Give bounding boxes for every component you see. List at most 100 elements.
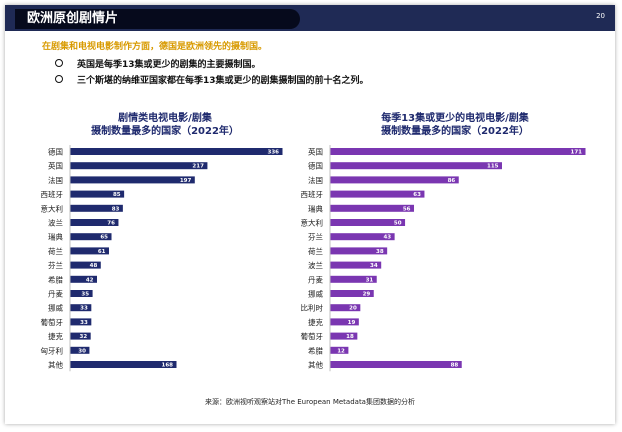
left-category-label: 德国 <box>48 147 63 157</box>
right-category-label: 瑞典 <box>308 203 323 213</box>
right-category-label: 丹麦 <box>308 274 323 284</box>
left-bar-value-label: 61 <box>98 249 106 255</box>
left-bar-value-label: 197 <box>180 178 192 184</box>
right-bar <box>330 204 415 212</box>
bullet-item: 英国是每季13集或更少的剧集的主要摄制国。 <box>55 57 261 70</box>
left-category-label: 丹麦 <box>48 289 63 299</box>
left-bar-value-label: 32 <box>80 334 88 340</box>
left-bar <box>70 346 90 354</box>
left-category-label: 希腊 <box>48 274 63 284</box>
left-category-label: 荷兰 <box>48 246 63 256</box>
right-bar-value-label: 56 <box>403 206 411 212</box>
left-bar <box>70 304 92 312</box>
right-bar-value-label: 63 <box>413 192 421 198</box>
bullet-text: 英国是每季13集或更少的剧集的主要摄制国。 <box>77 60 261 70</box>
left-category-label: 匈牙利 <box>41 345 64 355</box>
left-chart-title-line1: 剧情类电视电影/剧集 <box>118 113 212 124</box>
left-bar <box>70 148 283 155</box>
right-chart-title-line1: 每季13集或更少的电视电影/剧集 <box>381 113 529 124</box>
right-category-label: 捷克 <box>308 317 323 327</box>
right-bar <box>330 247 388 255</box>
right-bar-value-label: 20 <box>349 306 357 312</box>
left-bar-value-label: 35 <box>81 292 89 298</box>
bullet-text: 三个斯堪的纳维亚国家都在每季13集或更少的剧集摄制国的前十名之列。 <box>77 76 369 86</box>
left-category-label: 捷克 <box>48 331 63 341</box>
lead-text: 在剧集和电视电影制作方面，德国是欧洲领先的摄制国。 <box>42 42 268 52</box>
right-category-label: 芬兰 <box>308 232 323 242</box>
left-bar-value-label: 42 <box>86 277 94 283</box>
left-category-label: 法国 <box>48 175 63 185</box>
left-category-label: 意大利 <box>41 203 64 213</box>
right-category-label: 英国 <box>308 147 323 157</box>
left-category-label: 瑞典 <box>48 232 63 242</box>
right-bar <box>330 304 361 312</box>
right-category-label: 西班牙 <box>301 189 324 199</box>
left-bar <box>70 290 93 297</box>
left-bar-value-label: 48 <box>90 263 98 269</box>
left-bar <box>70 176 195 184</box>
left-bar <box>70 219 119 226</box>
right-category-label: 意大利 <box>301 218 324 228</box>
right-bar <box>330 176 459 184</box>
right-category-label: 荷兰 <box>308 246 323 256</box>
left-bar <box>70 332 91 340</box>
bullet-circle-icon <box>55 75 63 83</box>
right-bar <box>330 318 359 326</box>
bullet-circle-icon <box>55 59 63 67</box>
page-title: 欧洲原创剧情片 <box>27 11 119 26</box>
right-bar-value-label: 18 <box>346 334 354 340</box>
slide: 欧洲原创剧情片 20 在剧集和电视电影制作方面，德国是欧洲领先的摄制国。 英国是… <box>5 5 615 424</box>
right-category-label: 比利时 <box>301 303 324 313</box>
source-note: 来源：欧洲视听观察站对The European Metadata集团数据的分析 <box>205 398 415 406</box>
right-category-label: 挪威 <box>308 289 323 299</box>
title-pill <box>15 9 300 29</box>
left-category-label: 西班牙 <box>41 189 64 199</box>
left-category-label: 波兰 <box>48 218 63 228</box>
left-bar-value-label: 76 <box>107 221 115 227</box>
right-bar <box>330 190 425 198</box>
right-bar-value-label: 29 <box>363 292 371 298</box>
page-number: 20 <box>596 12 605 20</box>
right-bar <box>330 233 395 241</box>
left-category-label: 葡萄牙 <box>41 317 64 327</box>
right-bar-value-label: 171 <box>571 150 583 156</box>
right-category-label: 德国 <box>308 161 323 171</box>
left-bar <box>70 318 92 326</box>
right-bar-value-label: 86 <box>448 178 456 184</box>
right-category-label: 希腊 <box>308 345 323 355</box>
left-bar <box>70 361 177 368</box>
left-chart-title-line2: 摄制数量最多的国家（2022年） <box>91 126 239 137</box>
left-bar <box>70 162 208 170</box>
left-bar-value-label: 65 <box>100 235 108 241</box>
right-bar <box>330 148 586 155</box>
bar-charts: 德国 336 英国 217 法国 197 西班牙 85 意大利 83 波兰 76 瑞典 65 荷兰 61 芬兰 4… <box>41 145 586 372</box>
right-bar <box>330 361 462 368</box>
right-bar-value-label: 34 <box>370 263 378 269</box>
left-bar-value-label: 83 <box>112 206 120 212</box>
right-chart-title: 每季13集或更少的电视电影/剧集 摄制数量最多的国家（2022年） <box>355 112 555 138</box>
right-bar-value-label: 43 <box>383 235 391 241</box>
left-bar <box>70 204 123 212</box>
left-category-label: 芬兰 <box>48 260 63 270</box>
bullet-item: 三个斯堪的纳维亚国家都在每季13集或更少的剧集摄制国的前十名之列。 <box>55 73 369 86</box>
left-bar <box>70 275 97 283</box>
header-bar: 欧洲原创剧情片 20 <box>5 5 615 31</box>
left-chart-title: 剧情类电视电影/剧集 摄制数量最多的国家（2022年） <box>80 112 250 138</box>
right-bar <box>330 261 382 269</box>
left-category-label: 挪威 <box>48 303 63 313</box>
right-bar-value-label: 38 <box>376 249 384 255</box>
left-category-label: 英国 <box>48 161 63 171</box>
right-bar <box>330 290 374 297</box>
right-bar-value-label: 115 <box>487 164 499 170</box>
left-bar-value-label: 85 <box>113 192 121 198</box>
left-bar-value-label: 168 <box>162 363 174 369</box>
right-category-label: 法国 <box>308 175 323 185</box>
left-bar-value-label: 217 <box>192 164 204 170</box>
right-bar <box>330 346 349 354</box>
left-bar-value-label: 336 <box>268 150 280 156</box>
right-bar-value-label: 12 <box>337 348 345 354</box>
left-bar <box>70 190 125 198</box>
right-bar <box>330 162 502 170</box>
left-bar <box>70 233 112 241</box>
left-bar-value-label: 33 <box>80 306 88 312</box>
